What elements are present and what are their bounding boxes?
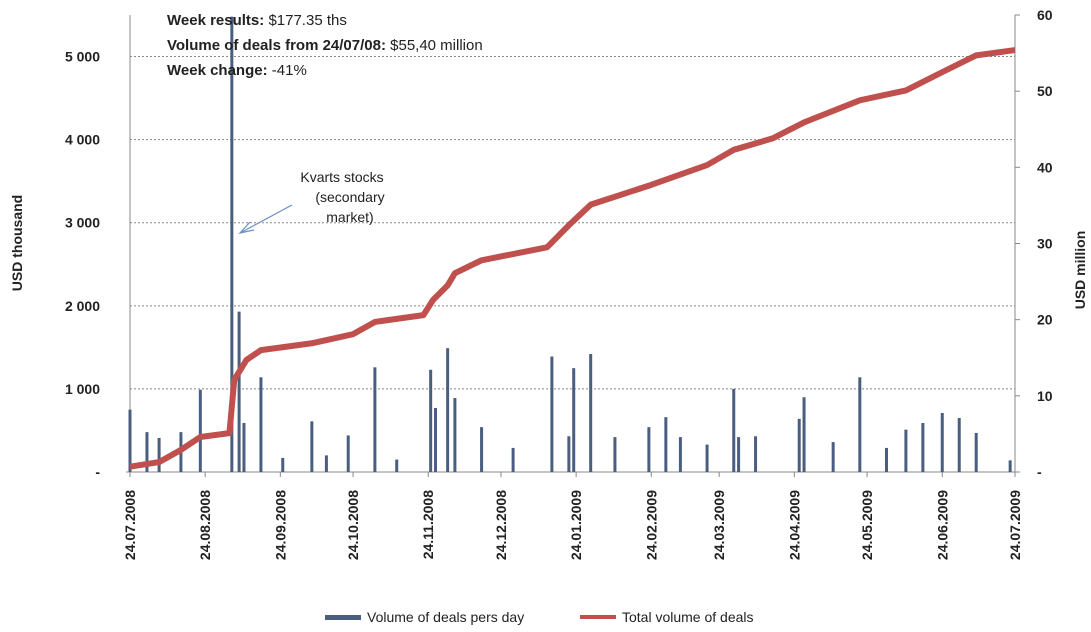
annotation-arrowhead xyxy=(238,221,255,234)
y2-tick-label: 40 xyxy=(1037,159,1053,175)
bar xyxy=(157,437,161,472)
x-tick-label: 24.09.2008 xyxy=(272,490,288,560)
y2-tick-label: 20 xyxy=(1037,312,1053,328)
y-tick-label: 2 000 xyxy=(65,298,100,314)
bar xyxy=(480,427,484,472)
bar xyxy=(1008,460,1012,472)
bar xyxy=(373,367,377,472)
x-tick-label: 24.10.2008 xyxy=(345,490,361,560)
x-tick-label: 24.04.2009 xyxy=(786,490,802,560)
bar xyxy=(737,437,741,472)
x-tick-label: 24.03.2009 xyxy=(711,490,727,560)
y-axis-label: USD thousand xyxy=(9,195,25,291)
y2-tick-label: - xyxy=(1037,464,1042,480)
bar xyxy=(237,311,241,472)
bar xyxy=(429,369,433,472)
annotation: Kvarts stocks xyxy=(300,169,383,185)
x-tick-label: 24.08.2008 xyxy=(197,490,213,560)
y-tick-label: 5 000 xyxy=(65,49,100,65)
annotation-arrow xyxy=(239,204,293,234)
x-tick-label: 24.01.2009 xyxy=(568,490,584,560)
bar xyxy=(797,418,801,472)
bar xyxy=(446,348,450,472)
legend-swatch xyxy=(325,615,361,620)
bar xyxy=(904,429,908,472)
bar xyxy=(395,459,399,472)
y-tick-label: - xyxy=(95,464,100,480)
bar xyxy=(732,388,736,472)
bar xyxy=(453,398,457,472)
bar xyxy=(802,397,806,472)
x-tick-label: 24.02.2009 xyxy=(643,490,659,560)
bar xyxy=(974,432,978,472)
bar xyxy=(940,413,944,472)
note-label: Volume of deals from 24/07/08: xyxy=(167,37,386,54)
bar xyxy=(242,422,246,472)
note: Volume of deals from 24/07/08: $55,40 mi… xyxy=(167,37,483,54)
note: Week results: $177.35 ths xyxy=(167,12,347,29)
y-tick-label: 4 000 xyxy=(65,132,100,148)
bar xyxy=(230,16,234,473)
bar xyxy=(281,457,285,472)
y2-tick-label: 10 xyxy=(1037,388,1053,404)
bar xyxy=(145,432,149,472)
note: Week change: -41% xyxy=(167,62,307,79)
bar xyxy=(754,436,758,472)
note-label: Week change: xyxy=(167,62,268,79)
x-tick-label: 24.07.2008 xyxy=(122,490,138,560)
x-tick-label: 24.06.2009 xyxy=(934,490,950,560)
y2-tick-label: 60 xyxy=(1037,7,1053,23)
y2-tick-label: 30 xyxy=(1037,236,1053,252)
bar xyxy=(705,444,709,472)
bar xyxy=(259,377,263,472)
bar xyxy=(613,437,617,472)
y-tick-label: 1 000 xyxy=(65,381,100,397)
line xyxy=(129,47,1016,470)
bar xyxy=(921,422,925,472)
bar xyxy=(957,417,961,472)
bar xyxy=(572,368,576,472)
bar xyxy=(346,435,350,472)
legend-label: Total volume of deals xyxy=(622,609,754,625)
x-tick-label: 24.05.2009 xyxy=(859,490,875,560)
annotation: (secondary xyxy=(315,189,384,205)
bar xyxy=(511,447,515,472)
bar xyxy=(434,408,438,472)
note-value: -41% xyxy=(272,62,307,79)
note-label: Week results: xyxy=(167,12,264,29)
x-tick-label: 24.07.2009 xyxy=(1007,490,1023,560)
y-tick-label: 3 000 xyxy=(65,215,100,231)
bar xyxy=(589,354,593,472)
x-tick-label: 24.12.2008 xyxy=(493,490,509,560)
bar xyxy=(128,409,132,472)
bar xyxy=(858,377,862,472)
bar xyxy=(550,356,554,472)
x-tick-label: 24.11.2008 xyxy=(420,490,436,560)
y2-axis-label: USD million xyxy=(1072,231,1088,310)
bar xyxy=(678,437,682,472)
annotation: market) xyxy=(326,209,373,225)
bar xyxy=(664,417,668,472)
bar xyxy=(324,455,328,472)
bar xyxy=(198,389,202,472)
bar xyxy=(647,427,651,472)
note-value: $177.35 ths xyxy=(268,12,346,29)
bar xyxy=(831,442,835,472)
bar xyxy=(884,447,888,472)
y2-tick-label: 50 xyxy=(1037,83,1053,99)
legend-label: Volume of deals pers day xyxy=(367,609,524,625)
bar xyxy=(567,436,571,472)
note-value: $55,40 million xyxy=(390,37,483,54)
bar xyxy=(310,421,314,472)
